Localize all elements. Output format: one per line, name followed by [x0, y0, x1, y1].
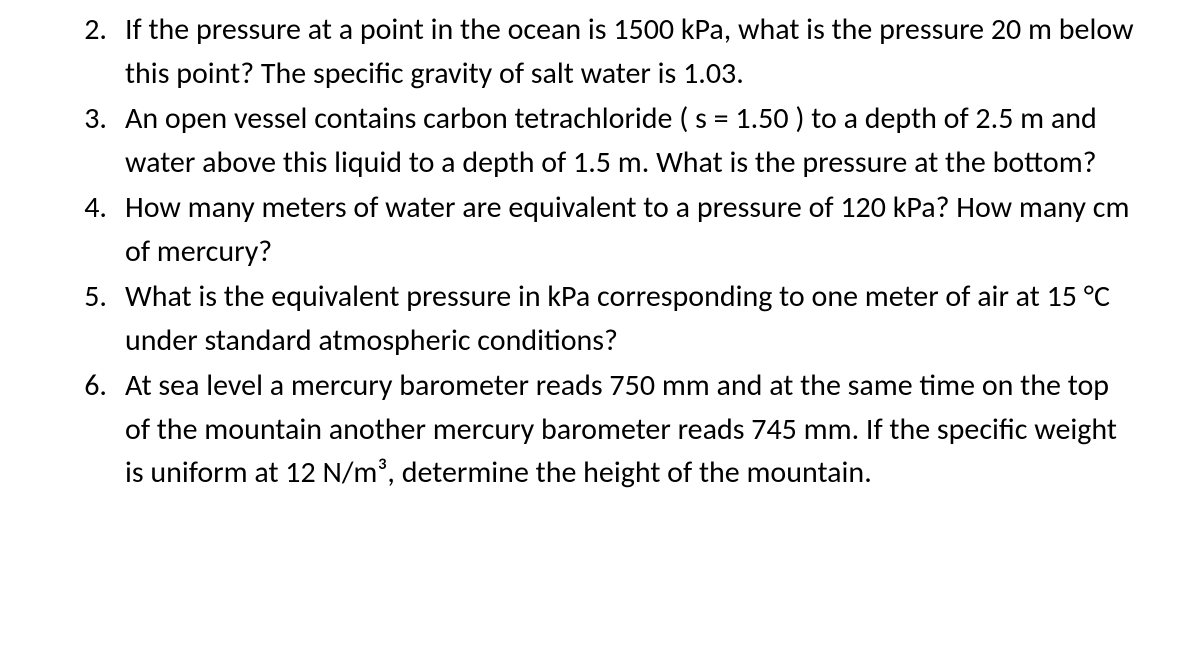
problem-text: If the pressure at a point in the ocean …: [125, 8, 1140, 95]
problem-item: 2. If the pressure at a point in the oce…: [70, 8, 1140, 95]
problem-number: 6.: [70, 364, 125, 495]
problem-number: 3.: [70, 97, 125, 184]
problem-number: 4.: [70, 186, 125, 273]
problem-number: 2.: [70, 8, 125, 95]
problem-text: How many meters of water are equivalent …: [125, 186, 1140, 273]
problem-text: At sea level a mercury barometer reads 7…: [125, 364, 1140, 495]
problem-text: An open vessel contains carbon tetrachlo…: [125, 97, 1140, 184]
problem-item: 4. How many meters of water are equivale…: [70, 186, 1140, 273]
problem-list: 2. If the pressure at a point in the oce…: [70, 8, 1140, 495]
problem-number: 5.: [70, 275, 125, 362]
problem-item: 3. An open vessel contains carbon tetrac…: [70, 97, 1140, 184]
problem-item: 6. At sea level a mercury barometer read…: [70, 364, 1140, 495]
problem-item: 5. What is the equivalent pressure in kP…: [70, 275, 1140, 362]
problem-text: What is the equivalent pressure in kPa c…: [125, 275, 1140, 362]
